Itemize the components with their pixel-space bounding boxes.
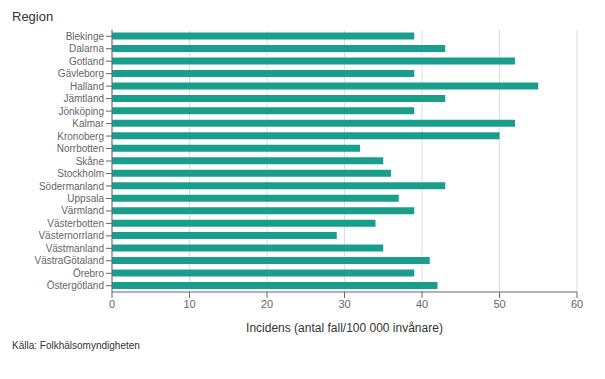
svg-text:Gävleborg: Gävleborg: [58, 68, 104, 79]
svg-text:VästraGötaland: VästraGötaland: [35, 255, 105, 266]
svg-text:Blekinge: Blekinge: [66, 31, 105, 42]
svg-text:Östergötland: Östergötland: [47, 280, 104, 291]
svg-text:Jönköping: Jönköping: [58, 106, 104, 117]
html-text:Källa: Folkhälsomyndigheten: Källa: Folkhälsomyndigheten: [12, 340, 140, 351]
svg-text:40: 40: [416, 298, 428, 310]
svg-text:30: 30: [338, 298, 350, 310]
svg-text:Uppsala: Uppsala: [67, 193, 104, 204]
svg-text:Gotland: Gotland: [69, 56, 104, 67]
svg-text:Norrbotten: Norrbotten: [57, 143, 104, 154]
svg-text:Kronoberg: Kronoberg: [57, 131, 104, 142]
svg-text:Halland: Halland: [70, 81, 104, 92]
svg-text:Kalmar: Kalmar: [72, 118, 104, 129]
svg-text:Örebro: Örebro: [73, 268, 105, 279]
svg-text:Västmanland: Västmanland: [46, 243, 104, 254]
svg-text:0: 0: [109, 298, 115, 310]
svg-text:Stockholm: Stockholm: [57, 168, 104, 179]
svg-text:Värmland: Värmland: [61, 205, 104, 216]
svg-text:60: 60: [571, 298, 583, 310]
svg-text:20: 20: [261, 298, 273, 310]
svg-text:Skåne: Skåne: [76, 156, 105, 167]
svg-text:Dalarna: Dalarna: [69, 43, 104, 54]
html-text:Region: Region: [12, 9, 54, 24]
svg-text:Västernorrland: Västernorrland: [38, 230, 104, 241]
svg-text:50: 50: [493, 298, 505, 310]
svg-text:10: 10: [183, 298, 195, 310]
svg-text:Södermanland: Södermanland: [39, 181, 104, 192]
svg-text:Västerbotten: Västerbotten: [47, 218, 104, 229]
svg-text:Incidens (antal fall/100 000 i: Incidens (antal fall/100 000 invånare): [246, 321, 443, 335]
svg-text:Jämtland: Jämtland: [63, 93, 104, 104]
